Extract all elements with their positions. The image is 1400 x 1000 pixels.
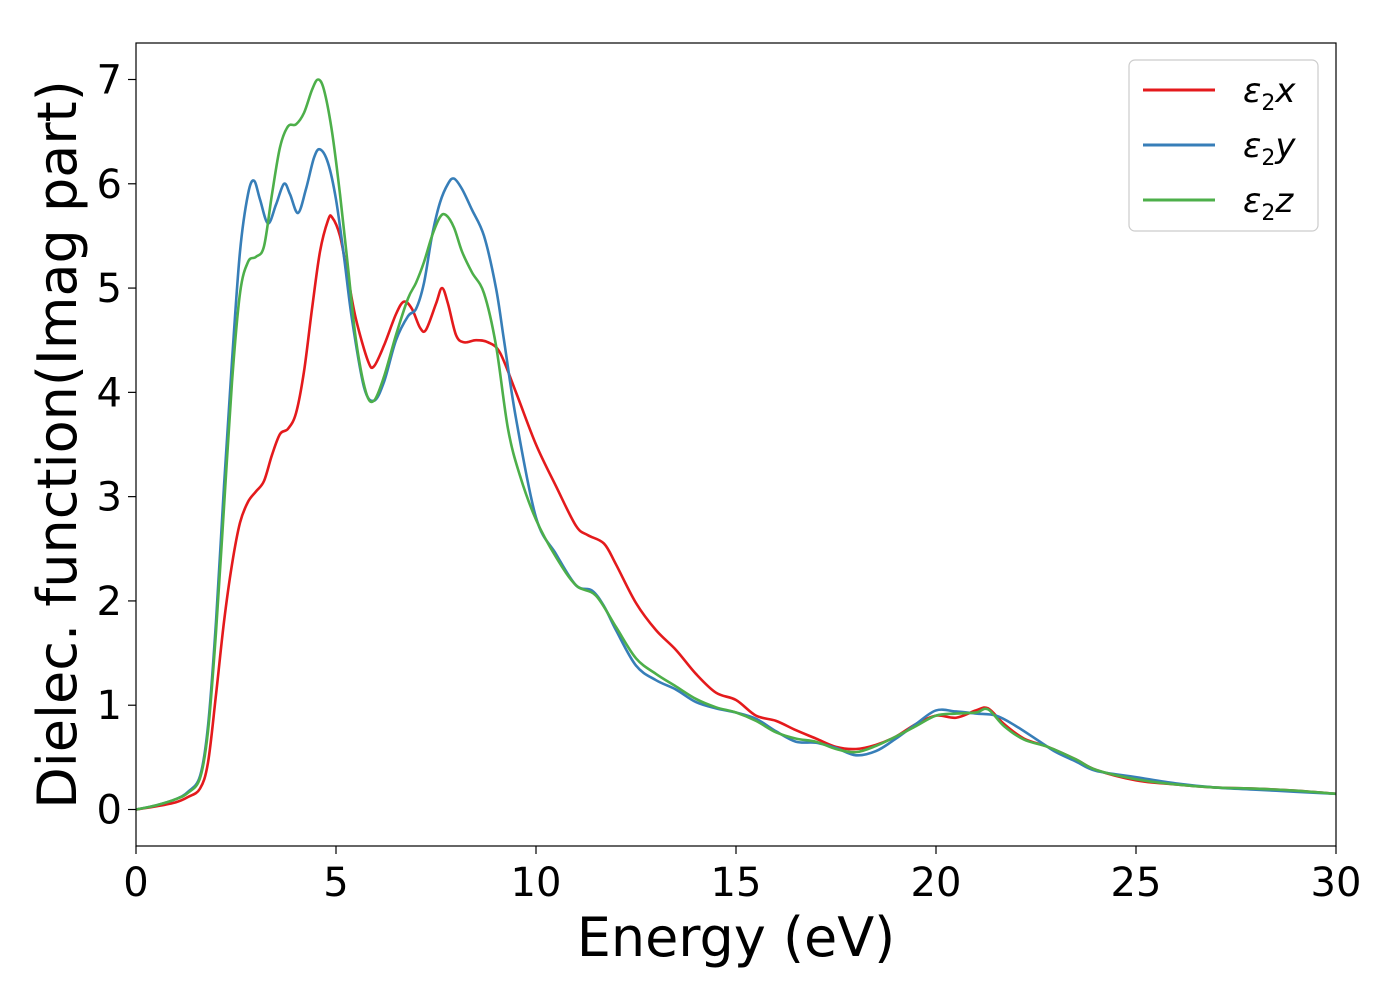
- legend: ε2x ε2y ε2z: [1128, 59, 1319, 232]
- y-axis: 0 1 2 3 4 5 6 7: [97, 58, 136, 834]
- y-tick-label: 1: [97, 683, 122, 729]
- x-axis: 0 5 10 15 20 25 30: [123, 846, 1361, 906]
- legend-entry-label: ε2x: [1243, 71, 1296, 116]
- y-tick-label: 3: [97, 475, 122, 521]
- y-tick-label: 5: [97, 266, 122, 312]
- series-line-z: [135, 78, 1337, 811]
- legend-entry-label: ε2z: [1243, 181, 1294, 226]
- x-axis-label: Energy (eV): [577, 906, 896, 969]
- x-tick-label: 25: [1111, 860, 1162, 906]
- x-tick-label: 10: [511, 860, 562, 906]
- legend-entry-label: ε2y: [1243, 126, 1296, 171]
- x-tick-label: 20: [911, 860, 962, 906]
- y-tick-label: 4: [97, 370, 122, 416]
- legend-box: [1128, 59, 1319, 232]
- y-tick-label: 0: [97, 788, 122, 834]
- y-tick-label: 7: [97, 58, 122, 104]
- x-tick-label: 5: [323, 860, 348, 906]
- x-tick-label: 30: [1311, 860, 1362, 906]
- series-line-x: [135, 214, 1337, 811]
- x-tick-label: 0: [123, 860, 148, 906]
- plot-lines: [135, 78, 1337, 811]
- y-tick-label: 2: [97, 579, 122, 625]
- y-axis-label: Dielec. function(Imag part): [26, 80, 89, 809]
- series-line-y: [135, 147, 1337, 811]
- y-tick-label: 6: [97, 162, 122, 208]
- x-tick-label: 15: [711, 860, 762, 906]
